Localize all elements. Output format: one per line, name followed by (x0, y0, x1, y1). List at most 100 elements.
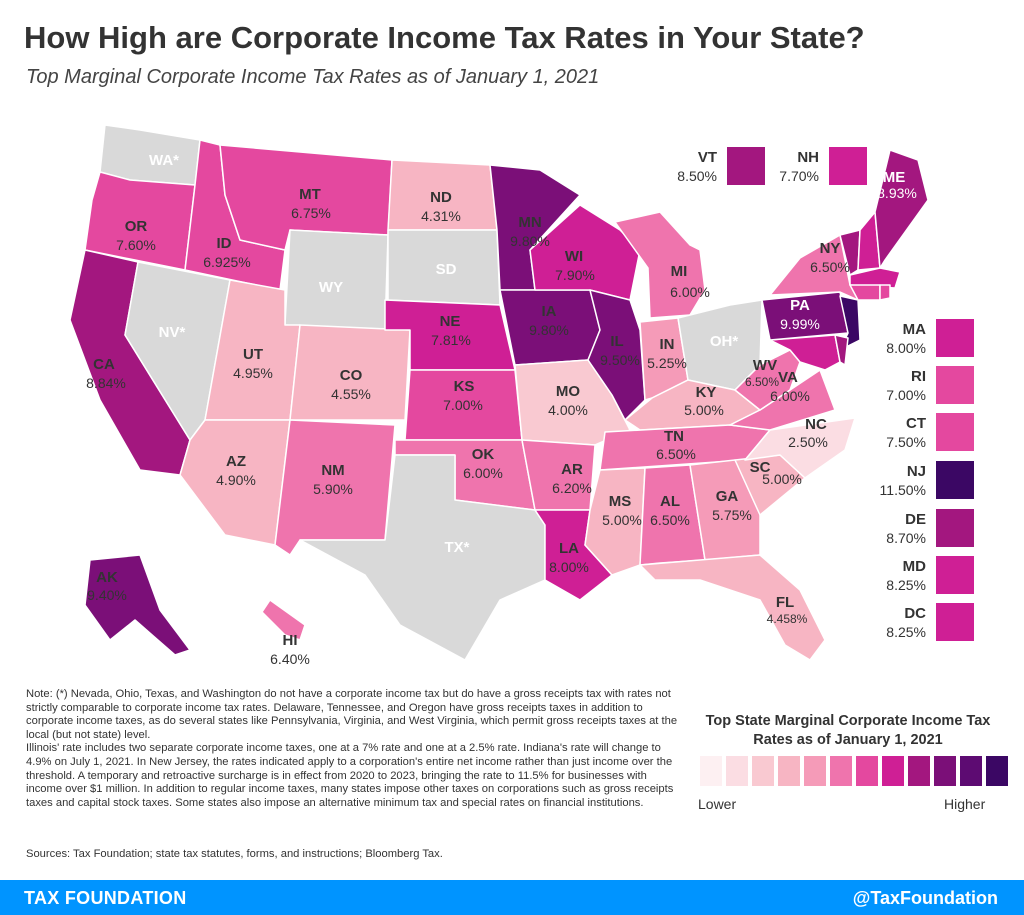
rate-OK: 6.00% (463, 465, 503, 481)
swatch-DE[interactable] (936, 509, 974, 547)
rate-NE: 7.81% (431, 332, 471, 348)
footer-brand[interactable]: TAX FOUNDATION (24, 888, 187, 908)
legend-swatch-3 (752, 756, 774, 786)
label-MN: MN (518, 214, 541, 231)
swatch-CT[interactable] (936, 413, 974, 451)
label-NM: NM (321, 462, 344, 479)
state-TX[interactable] (299, 454, 546, 661)
state-HI[interactable] (261, 599, 306, 641)
legend-high-label: Higher (944, 796, 986, 812)
rate-GA: 5.75% (712, 507, 752, 523)
inset-rate: 11.50% (879, 482, 926, 498)
swatch-DC[interactable] (936, 603, 974, 641)
label-SD: SD (436, 261, 457, 278)
state-RI[interactable] (879, 284, 891, 301)
label-TN: TN (664, 428, 684, 445)
us-map: WA* NV* WY SD TX* OH* OR 7.60% CA 8.84% … (69, 124, 929, 667)
legend-low-label: Lower (698, 796, 737, 812)
swatch-VT[interactable] (727, 147, 765, 185)
inset-label: RI (911, 368, 926, 385)
swatch-MD[interactable] (936, 556, 974, 594)
inset-label: DC (904, 605, 926, 622)
label-IL: IL (610, 333, 623, 350)
state-AK[interactable] (84, 554, 191, 656)
label-TX: TX* (444, 539, 469, 556)
state-DE[interactable] (834, 334, 849, 366)
rate-VA: 6.00% (770, 388, 810, 404)
inset-MD: MD 8.25% (834, 556, 974, 596)
state-AR[interactable] (521, 439, 596, 511)
rate-WI: 7.90% (555, 267, 595, 283)
rate-KS: 7.00% (443, 397, 483, 413)
rate-AZ: 4.90% (216, 472, 256, 488)
label-VA: VA (778, 369, 798, 386)
label-CA: CA (93, 356, 115, 373)
inset-label: MD (902, 558, 926, 575)
inset-rate: 8.25% (886, 577, 926, 593)
state-WI[interactable] (529, 204, 641, 301)
rate-ND: 4.31% (421, 208, 461, 224)
rate-AK: 9.40% (87, 587, 127, 603)
inset-rate: 7.70% (779, 168, 819, 184)
label-MI: MI (671, 263, 688, 280)
inset-NJ: NJ 11.50% (834, 461, 974, 501)
swatch-RI[interactable] (936, 366, 974, 404)
state-ME[interactable] (874, 149, 929, 269)
label-WY: WY (319, 279, 343, 296)
rate-WV: 6.50% (745, 375, 779, 389)
swatch-NH[interactable] (829, 147, 867, 185)
legend-swatch-8 (882, 756, 904, 786)
rate-TN: 6.50% (656, 446, 696, 462)
inset-label: NH (797, 149, 819, 166)
page-title: How High are Corporate Income Tax Rates … (24, 20, 865, 55)
legend-swatch-10 (934, 756, 956, 786)
footnote: Note: (*) Nevada, Ohio, Texas, and Washi… (26, 688, 678, 810)
sources: Sources: Tax Foundation; state tax statu… (26, 848, 443, 860)
rate-CO: 4.55% (331, 386, 371, 402)
inset-rate: 8.00% (886, 340, 926, 356)
state-FL[interactable] (639, 554, 826, 661)
rate-MN: 9.80% (510, 233, 550, 249)
label-WA: WA* (149, 152, 179, 169)
label-AZ: AZ (226, 453, 246, 470)
label-GA: GA (716, 488, 739, 505)
state-CO[interactable] (289, 324, 411, 421)
rate-IL: 9.50% (600, 352, 640, 368)
swatch-NJ[interactable] (936, 461, 974, 499)
label-WI: WI (565, 248, 583, 265)
legend-swatch-2 (726, 756, 748, 786)
state-GA[interactable] (689, 459, 761, 561)
label-IN: IN (660, 336, 675, 353)
swatch-MA[interactable] (936, 319, 974, 357)
inset-label: NJ (906, 463, 926, 480)
legend-swatch-9 (908, 756, 930, 786)
rate-HI: 6.40% (270, 651, 310, 667)
label-ME: ME (883, 169, 906, 186)
label-KS: KS (454, 378, 475, 395)
legend-swatch-11 (960, 756, 982, 786)
rate-NY: 6.50% (810, 259, 850, 275)
rate-KY: 5.00% (684, 402, 724, 418)
inset-rate: 7.50% (886, 434, 926, 450)
inset-rate: 8.25% (886, 624, 926, 640)
footnote-para-1: Note: (*) Nevada, Ohio, Texas, and Washi… (26, 688, 678, 741)
state-MA[interactable] (849, 267, 901, 289)
state-MI[interactable] (614, 211, 706, 319)
footer-handle[interactable]: @TaxFoundation (852, 888, 998, 908)
inset-CT: CT 7.50% (834, 413, 974, 453)
rate-NC: 2.50% (788, 434, 828, 450)
label-NC: NC (805, 416, 827, 433)
label-HI: HI (283, 632, 298, 649)
inset-label: MA (902, 321, 926, 338)
label-UT: UT (243, 346, 263, 363)
label-NY: NY (820, 240, 841, 257)
inset-label: VT (697, 149, 717, 166)
footer-bar: TAX FOUNDATION @TaxFoundation (0, 880, 1024, 915)
inset-RI: RI 7.00% (834, 366, 974, 406)
rate-AL: 6.50% (650, 512, 690, 528)
label-LA: LA (559, 540, 579, 557)
label-FL: FL (776, 594, 794, 611)
legend-swatch-5 (804, 756, 826, 786)
rate-UT: 4.95% (233, 365, 273, 381)
rate-NM: 5.90% (313, 481, 353, 497)
